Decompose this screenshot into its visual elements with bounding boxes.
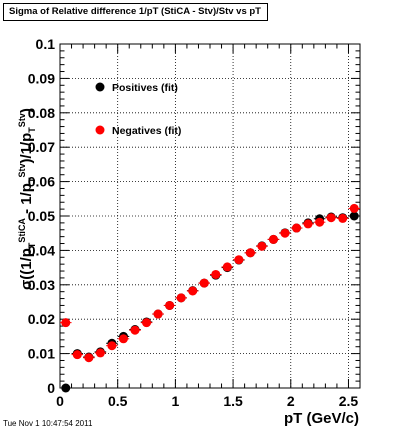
y-tick-label: 0.04 — [28, 242, 55, 258]
y-tick-label: 0.06 — [28, 174, 55, 190]
data-point-negatives — [165, 300, 175, 310]
data-point-negatives — [234, 255, 244, 265]
ylabel-sub3: T — [27, 127, 37, 133]
x-tick-label: 0 — [56, 393, 64, 409]
x-tick-label: 1.5 — [223, 393, 243, 409]
data-point-negatives — [72, 350, 82, 360]
data-point-negatives — [118, 334, 128, 344]
data-point-negatives — [315, 217, 325, 227]
data-point-negatives — [257, 241, 267, 251]
legend-label-positives: Positives (fit) — [112, 82, 178, 94]
data-point-negatives — [326, 213, 336, 223]
data-point-negatives — [280, 228, 290, 238]
legend: Positives (fit) Negatives (fit) — [95, 82, 181, 137]
data-point-negatives — [95, 348, 105, 358]
data-point-negatives — [130, 325, 140, 335]
x-axis-label: pT (GeV/c) — [284, 410, 360, 427]
ylabel-end: ) — [18, 108, 35, 114]
data-point-negatives — [142, 318, 152, 328]
x-tick-label: 2 — [287, 393, 295, 409]
x-tick-label: 0.5 — [108, 393, 128, 409]
data-point-negatives — [176, 293, 186, 303]
data-point-negatives — [222, 262, 232, 272]
data-point-negatives — [199, 278, 209, 288]
data-point-positives — [349, 211, 359, 221]
ylabel-middle: - 1/p — [18, 183, 35, 219]
x-tick-label: 1 — [171, 393, 179, 409]
ylabel-sup1: StiCA — [17, 218, 27, 243]
y-tick-label: 0.05 — [28, 208, 55, 224]
y-tick-label: 0 — [47, 380, 55, 396]
ylabel-sup3: Stv — [17, 113, 27, 128]
data-point-negatives — [84, 353, 94, 363]
data-point-negatives — [153, 309, 163, 319]
ylabel-middle2: )/1/p — [18, 132, 35, 164]
data-points — [60, 203, 360, 393]
ylabel-sigma: σ((1/p — [18, 248, 35, 290]
x-tick-label: 2.5 — [339, 393, 359, 409]
data-point-negatives — [61, 318, 71, 328]
y-tick-label: 0.08 — [28, 105, 55, 121]
data-point-negatives — [268, 234, 278, 244]
legend-marker-negatives — [95, 125, 105, 135]
axis-ticks — [59, 43, 360, 389]
y-tick-label: 0.07 — [28, 139, 55, 155]
y-tick-label: 0.01 — [28, 346, 55, 362]
data-point-negatives — [292, 223, 302, 233]
data-point-negatives — [349, 203, 359, 213]
data-point-positives — [61, 383, 71, 393]
data-point-negatives — [338, 213, 348, 223]
data-point-negatives — [211, 269, 221, 279]
y-axis-label: σ((1/pTStiCA - 1/pTStv)/1/pTStv) — [12, 30, 37, 290]
chart-title: Sigma of Relative difference 1/pT (StiCA… — [3, 3, 268, 21]
timestamp: Tue Nov 1 10:47:54 2011 — [3, 419, 93, 428]
y-tick-label: 0.02 — [28, 311, 55, 327]
legend-marker-positives — [95, 82, 105, 92]
y-tick-labels: 0 0.01 0.02 0.03 0.04 0.05 0.06 0.07 0.08 0.09 0.1 — [28, 36, 55, 396]
ylabel-sup2: Stv — [17, 163, 27, 178]
legend-label-negatives: Negatives (fit) — [112, 125, 181, 137]
y-tick-label: 0.09 — [28, 70, 55, 86]
x-tick-labels: 0 0.5 1 1.5 2 2.5 — [56, 393, 358, 409]
data-point-negatives — [107, 341, 117, 351]
ylabel-sub1: T — [27, 242, 37, 249]
data-point-negatives — [303, 219, 313, 229]
y-tick-label: 0.1 — [36, 36, 56, 52]
data-point-negatives — [188, 286, 198, 296]
ylabel-sub2: T — [27, 177, 37, 184]
grid-lines — [60, 44, 360, 388]
y-tick-label: 0.03 — [28, 277, 55, 293]
data-point-negatives — [245, 248, 255, 258]
